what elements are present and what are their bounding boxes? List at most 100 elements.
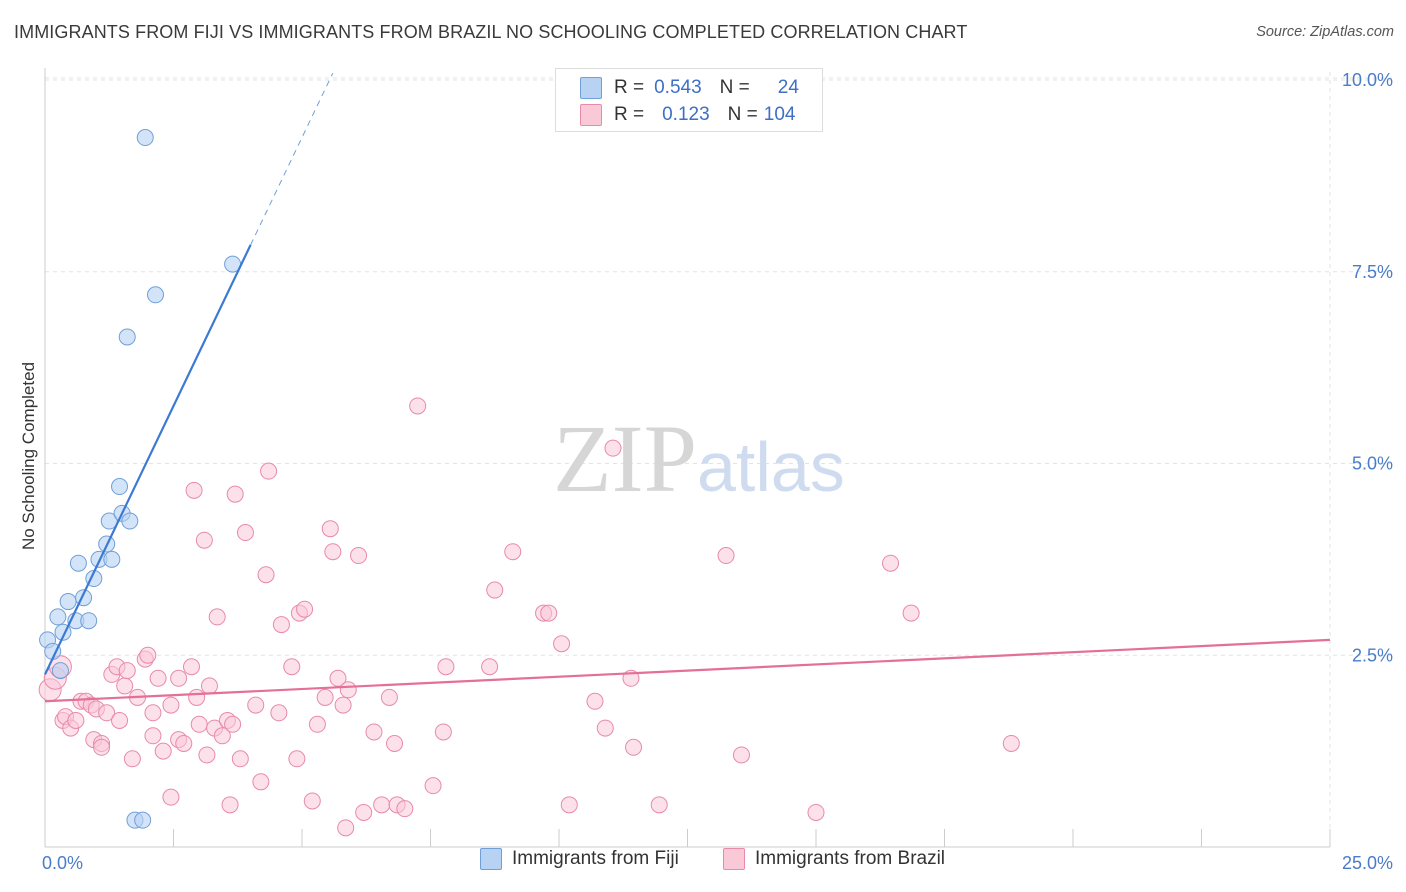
y-tick-label: 7.5% bbox=[1352, 262, 1393, 282]
brazil-point bbox=[93, 738, 111, 756]
brazil-point bbox=[308, 715, 326, 733]
fiji-r-label: R = bbox=[614, 77, 645, 98]
brazil-point bbox=[882, 554, 900, 572]
brazil-point bbox=[221, 796, 239, 814]
brazil-point bbox=[316, 688, 334, 706]
brazil-point bbox=[190, 715, 208, 733]
brazil-point bbox=[118, 662, 136, 680]
brazil-swatch bbox=[580, 104, 602, 126]
watermark-zip: ZIP bbox=[553, 405, 697, 512]
y-tick-label: 10.0% bbox=[1342, 70, 1393, 90]
x-tick-label: 25.0% bbox=[1342, 853, 1393, 873]
brazil-point bbox=[409, 397, 427, 415]
brazil-point bbox=[213, 727, 231, 745]
brazil-point bbox=[175, 734, 193, 752]
brazil-point bbox=[185, 481, 203, 499]
brazil-point bbox=[350, 547, 368, 565]
stats-legend: R = 0.543 N = 24 R = 0.123 N = 104 bbox=[555, 68, 823, 132]
brazil-point bbox=[98, 704, 116, 722]
brazil-point bbox=[208, 608, 226, 626]
fiji-point bbox=[49, 608, 67, 626]
tick-labels: 2.5% 5.0% 7.5% 10.0% 0.0% 25.0% bbox=[42, 70, 1393, 873]
brazil-point bbox=[283, 658, 301, 676]
brazil-point bbox=[807, 803, 825, 821]
source-label: Source: ZipAtlas.com bbox=[1256, 24, 1394, 40]
brazil-point bbox=[365, 723, 383, 741]
legend-brazil-swatch bbox=[723, 848, 745, 870]
brazil-point bbox=[144, 727, 162, 745]
brazil-point bbox=[424, 777, 442, 795]
brazil-point bbox=[1002, 734, 1020, 752]
brazil-point bbox=[162, 788, 180, 806]
brazil-point bbox=[198, 746, 216, 764]
fiji-point bbox=[147, 286, 165, 304]
brazil-point bbox=[380, 688, 398, 706]
fiji-point bbox=[51, 662, 69, 680]
watermark-atlas: atlas bbox=[697, 428, 845, 506]
fiji-r-value: 0.543 bbox=[654, 77, 702, 98]
fiji-point bbox=[136, 129, 154, 147]
x-tick-label: 0.0% bbox=[42, 853, 83, 873]
legend-item-fiji[interactable]: Immigrants from Fiji bbox=[480, 848, 679, 870]
brazil-point bbox=[224, 715, 242, 733]
brazil-point bbox=[504, 543, 522, 561]
fiji-point bbox=[103, 550, 121, 568]
brazil-point bbox=[481, 658, 499, 676]
legend-brazil-label: Immigrants from Brazil bbox=[755, 848, 946, 869]
watermark: ZIPatlas bbox=[553, 405, 845, 512]
brazil-point bbox=[339, 681, 357, 699]
legend-item-brazil[interactable]: Immigrants from Brazil bbox=[723, 848, 945, 870]
brazil-n-value: 104 bbox=[763, 104, 796, 125]
brazil-point bbox=[123, 750, 141, 768]
y-tick-label: 2.5% bbox=[1352, 645, 1393, 665]
brazil-point bbox=[540, 604, 558, 622]
brazil-point bbox=[170, 669, 188, 687]
fiji-n-value: 24 bbox=[777, 77, 799, 98]
brazil-point bbox=[257, 566, 275, 584]
brazil-point bbox=[188, 688, 206, 706]
brazil-point bbox=[162, 696, 180, 714]
brazil-point bbox=[337, 819, 355, 837]
brazil-point bbox=[355, 803, 373, 821]
brazil-point bbox=[650, 796, 668, 814]
stats-row-fiji: R = 0.543 N = 24 bbox=[580, 75, 799, 101]
brazil-point bbox=[111, 711, 129, 729]
fiji-point bbox=[80, 612, 98, 630]
brazil-point bbox=[154, 742, 172, 760]
brazil-point bbox=[144, 704, 162, 722]
brazil-point bbox=[596, 719, 614, 737]
brazil-point bbox=[902, 604, 920, 622]
fiji-point bbox=[59, 593, 77, 611]
brazil-trend-line bbox=[44, 638, 1331, 703]
brazil-point bbox=[226, 485, 244, 503]
brazil-point bbox=[560, 796, 578, 814]
bottom-legend: Immigrants from Fiji Immigrants from Bra… bbox=[0, 848, 1406, 878]
brazil-point bbox=[182, 658, 200, 676]
brazil-point bbox=[334, 696, 352, 714]
brazil-point bbox=[732, 746, 750, 764]
legend-fiji-swatch bbox=[480, 848, 502, 870]
brazil-point bbox=[116, 677, 134, 695]
brazil-points bbox=[38, 397, 1020, 837]
brazil-point bbox=[231, 750, 249, 768]
brazil-point bbox=[149, 669, 167, 687]
brazil-point bbox=[247, 696, 265, 714]
brazil-point bbox=[396, 800, 414, 818]
brazil-point bbox=[386, 734, 404, 752]
brazil-point bbox=[67, 711, 85, 729]
fiji-point bbox=[118, 328, 136, 346]
brazil-point bbox=[586, 692, 604, 710]
brazil-r-value: 0.123 bbox=[662, 104, 710, 125]
axes bbox=[44, 68, 1331, 848]
brazil-point bbox=[270, 704, 288, 722]
brazil-point bbox=[324, 543, 342, 561]
brazil-point bbox=[200, 677, 218, 695]
brazil-point bbox=[303, 792, 321, 810]
brazil-point bbox=[717, 547, 735, 565]
fiji-point bbox=[134, 811, 152, 829]
stats-row-brazil: R = 0.123 N = 104 bbox=[580, 102, 795, 128]
brazil-point bbox=[553, 635, 571, 653]
brazil-n-label: N = bbox=[727, 104, 758, 125]
brazil-point bbox=[252, 773, 270, 791]
